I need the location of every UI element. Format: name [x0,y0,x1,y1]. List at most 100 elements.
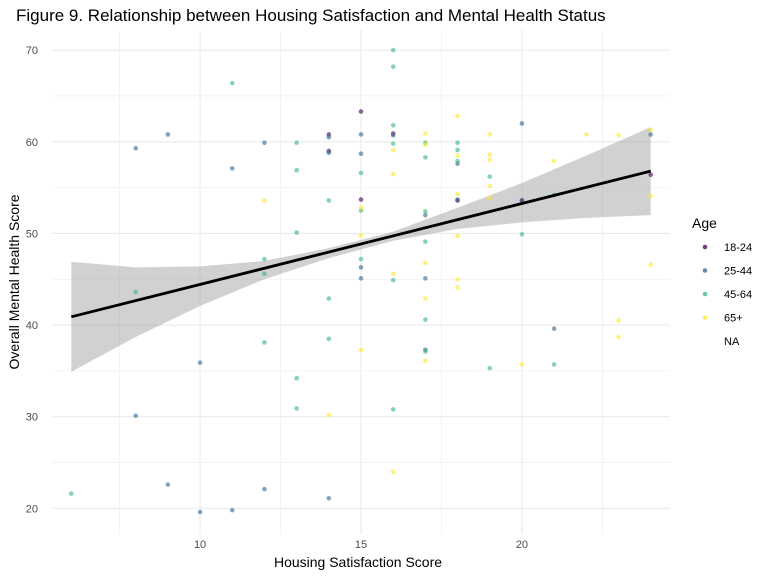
data-point-65+ [423,358,428,364]
regression-line [70,169,652,319]
data-point-45-64 [326,296,332,301]
data-point-45-64 [294,140,299,146]
data-point-25-44 [229,507,235,513]
data-point-25-44 [358,265,364,270]
data-point-45-64 [229,80,235,86]
data-point-45-64 [262,271,267,277]
data-point-25-44 [390,133,396,138]
data-point-65+ [358,347,364,353]
legend-label: NA [724,336,740,348]
data-point-65+ [390,271,396,277]
data-point-65+ [487,195,493,200]
legend-label: 45-64 [724,289,752,301]
data-point-65+ [455,233,460,239]
y-tick-label: 70 [26,45,38,57]
legend-key-65+ [702,315,708,320]
data-point-45-64 [423,155,428,160]
data-point-25-44 [133,413,138,419]
data-point-65+ [487,132,493,137]
legend-key-18-24 [702,244,708,250]
regression-line-layer [70,169,652,319]
data-point-25-44 [455,197,460,202]
data-point-65+ [423,131,428,136]
data-point-45-64 [423,349,428,354]
x-tick-label: 15 [355,539,367,551]
data-point-65+ [455,191,460,197]
data-point-45-64 [262,340,267,345]
data-point-25-44 [358,276,364,281]
data-point-25-44 [519,198,525,203]
data-point-65+ [390,147,396,153]
data-point-45-64 [294,167,299,173]
data-point-65+ [390,171,396,177]
data-point-25-44 [358,132,364,137]
data-point-18-24 [358,109,364,114]
data-point-65+ [262,198,267,203]
data-point-65+ [487,183,493,189]
data-point-45-64 [551,362,557,367]
data-point-65+ [616,334,621,340]
legend: Age 18-24 25-44 45-64 65+ NA [692,215,752,348]
data-point-25-44 [551,326,557,332]
data-point-45-64 [69,491,74,496]
legend-label: 65+ [724,313,743,325]
data-point-65+ [423,142,428,147]
data-point-25-44 [133,145,138,151]
data-point-45-64 [487,365,493,371]
data-point-45-64 [294,406,299,411]
data-point-25-44 [358,151,364,157]
data-point-45-64 [262,256,267,262]
legend-key-45-64 [702,291,708,297]
y-tick-label: 20 [26,503,38,515]
data-point-65+ [584,132,589,137]
y-tick-label: 60 [26,137,38,149]
data-point-45-64 [519,232,525,237]
data-point-45-64 [326,336,332,342]
data-point-45-64 [423,209,428,214]
data-point-25-44 [262,486,267,492]
data-point-45-64 [294,230,299,235]
data-point-65+ [358,232,364,238]
data-point-65+ [648,127,653,133]
data-point-18-24 [358,197,364,202]
data-point-45-64 [294,375,299,381]
data-point-25-44 [165,482,171,487]
data-point-45-64 [326,198,332,203]
data-point-45-64 [390,64,396,69]
data-point-45-64 [455,140,460,146]
data-point-25-44 [648,132,653,137]
legend-label: 25-44 [724,266,752,278]
legend-key-25-44 [702,268,708,273]
data-point-65+ [487,157,493,163]
data-point-45-64 [455,158,460,164]
legend-label: 18-24 [724,242,752,254]
data-point-45-64 [423,239,428,244]
data-point-25-44 [197,360,203,365]
data-point-25-44 [229,166,235,171]
data-point-65+ [390,469,396,474]
chart-title: Figure 9. Relationship between Housing S… [16,6,606,25]
data-point-65+ [326,412,332,418]
data-point-18-24 [648,172,653,178]
confidence-band-layer [71,127,651,372]
data-point-45-64 [358,170,364,176]
data-point-25-44 [262,140,267,146]
x-tick-labels: 10 15 20 [194,539,528,551]
data-point-65+ [648,193,653,199]
data-point-25-44 [423,212,428,218]
data-point-45-64 [133,289,138,295]
data-point-45-64 [390,123,396,128]
legend-title: Age [692,215,717,231]
data-point-25-44 [197,509,203,515]
data-point-65+ [455,153,460,158]
y-tick-label: 30 [26,412,38,424]
confidence-band [71,127,651,372]
data-point-65+ [648,262,653,267]
data-point-65+ [616,133,621,138]
data-point-65+ [519,362,525,367]
x-axis-title: Housing Satisfaction Score [274,554,442,570]
data-point-25-44 [423,276,428,281]
y-axis-title: Overall Mental Health Score [6,194,22,369]
y-tick-label: 50 [26,228,38,240]
